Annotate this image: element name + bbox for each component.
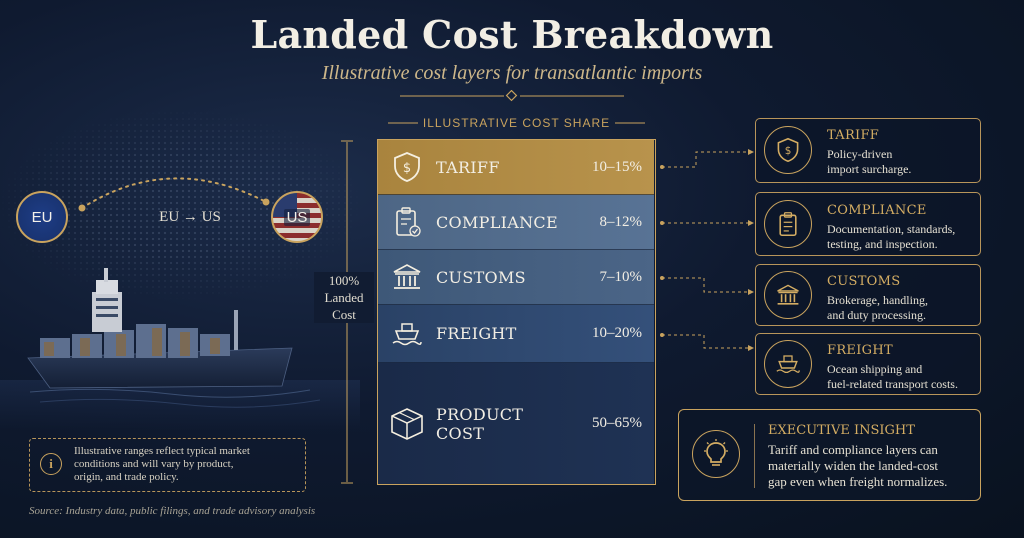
card-desc-compliance: Documentation, standards, testing, and i… [827,222,977,252]
insight-line: Tariff and compliance layers can [768,442,938,457]
stack-row-customs: CUSTOMS 7–10% [378,250,654,305]
row-value-tariff: 10–15% [592,158,642,175]
card-desc-line: Documentation, standards, [827,222,956,236]
route-arc [78,177,270,212]
ship-icon [764,340,812,388]
insight-divider [754,424,755,488]
page-subtitle: Illustrative cost layers for transatlant… [321,62,703,84]
box-icon [378,405,436,443]
customs-building-icon [378,262,436,292]
card-desc-line: testing, and inspection. [827,237,938,251]
disclaimer-note: i Illustrative ranges reflect typical ma… [29,438,306,492]
card-title-customs: CUSTOMS [827,274,901,289]
eu-flag-icon: EU [16,191,68,243]
row-label-compliance: COMPLIANCE [436,212,558,232]
note-line-2: conditions and will vary by product, [74,458,234,470]
row-label-product-cost: PRODUCT COST [436,404,524,443]
source-caption: Source: Industry data, public filings, a… [29,505,316,517]
card-title-tariff: TARIFF [827,128,880,143]
cargo-ship-image [27,268,320,408]
us-flag-icon: US [271,191,323,243]
total-label-line-3: Cost [314,306,374,323]
shield-dollar-icon: $ [378,151,436,183]
note-line-1: Illustrative ranges reflect typical mark… [74,445,250,457]
card-desc-line: Policy-driven [827,147,893,161]
card-desc-freight: Ocean shipping and fuel-related transpor… [827,362,977,392]
row-value-product-cost: 50–65% [592,415,642,431]
insight-line: materially widen the landed-cost [768,458,939,473]
stack-title-rule [388,122,645,124]
customs-building-icon [764,271,812,319]
clipboard-check-icon [378,206,436,238]
ship-icon [378,319,436,349]
row-label-tariff: TARIFF [436,157,500,177]
stack-title: ILLUSTRATIVE COST SHARE [422,116,611,130]
insight-text: Tariff and compliance layers can materia… [768,442,973,490]
insight-line: gap even when freight normalizes. [768,474,948,489]
stack-row-tariff: $ TARIFF 10–15% [378,140,654,195]
page-title: Landed Cost Breakdown [250,12,774,57]
row-value-customs: 7–10% [599,268,643,285]
card-customs: CUSTOMS Brokerage, handling, and duty pr… [755,264,981,326]
card-desc-line: import surcharge. [827,162,912,176]
row-label-freight: FREIGHT [436,324,517,343]
stack-row-freight: FREIGHT 10–20% [378,305,654,363]
card-desc-line: fuel-related transport costs. [827,377,958,391]
sea [0,380,360,430]
row-value-compliance: 8–12% [599,213,643,230]
svg-text:$: $ [403,161,411,176]
card-desc-customs: Brokerage, handling, and duty processing… [827,293,977,323]
card-freight: FREIGHT Ocean shipping and fuel-related … [755,333,981,395]
title-divider [400,90,624,102]
card-desc-tariff: Policy-driven import surcharge. [827,147,977,177]
row-label-customs: CUSTOMS [436,267,526,287]
eu-flag-label: EU [31,208,53,226]
stack-row-product-cost: PRODUCT COST 50–65% [378,363,654,484]
card-desc-line: Ocean shipping and [827,362,923,376]
row-to-card-connectors [660,149,754,351]
note-line-3: origin, and trade policy. [74,471,179,483]
info-icon: i [40,453,62,475]
card-tariff: $ TARIFF Policy-driven import surcharge. [755,118,981,183]
svg-text:$: $ [785,145,792,157]
row-value-freight: 10–20% [592,325,642,341]
card-compliance: COMPLIANCE Documentation, standards, tes… [755,192,981,256]
total-label-line-1: 100% [314,272,374,289]
clipboard-icon [764,200,812,248]
cost-stack: $ TARIFF 10–15% COMPLIANCE 8–12% CUSTOMS… [377,139,656,485]
route-label: EU → US [159,209,221,225]
executive-insight-card: EXECUTIVE INSIGHT Tariff and compliance … [678,409,981,501]
total-label: 100% Landed Cost [314,272,374,323]
card-desc-line: and duty processing. [827,308,926,322]
card-desc-line: Brokerage, handling, [827,293,928,307]
lightbulb-icon [692,430,740,478]
stack-row-compliance: COMPLIANCE 8–12% [378,195,654,250]
insight-title: EXECUTIVE INSIGHT [768,423,915,438]
us-flag-label: US [283,208,311,226]
total-label-line-2: Landed [314,289,374,306]
card-title-compliance: COMPLIANCE [827,203,927,218]
shield-dollar-icon: $ [764,126,812,174]
card-title-freight: FREIGHT [827,343,893,358]
